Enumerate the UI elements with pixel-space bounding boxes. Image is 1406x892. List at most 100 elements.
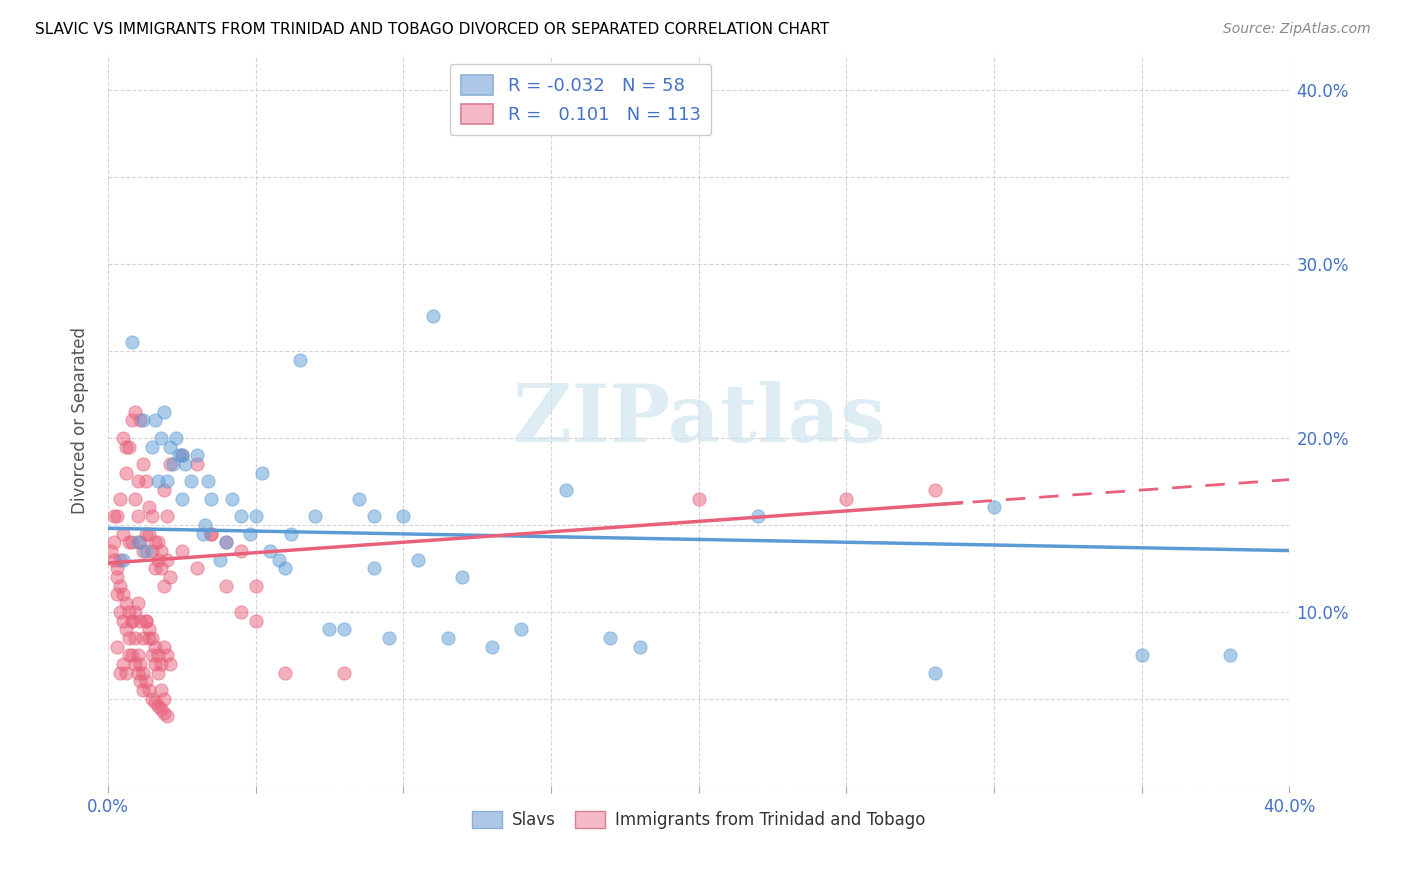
- Point: [159, 657, 181, 671]
- Point: [111, 552, 134, 566]
- Point: [143, 535, 166, 549]
- Point: [111, 657, 134, 671]
- Point: [245, 614, 267, 628]
- Point: [377, 631, 399, 645]
- Point: [150, 431, 173, 445]
- Point: [688, 491, 710, 506]
- Point: [124, 491, 146, 506]
- Point: [132, 683, 155, 698]
- Point: [103, 552, 125, 566]
- Point: [159, 570, 181, 584]
- Point: [138, 526, 160, 541]
- Point: [628, 640, 651, 654]
- Point: [392, 509, 415, 524]
- Point: [132, 413, 155, 427]
- Point: [153, 706, 176, 720]
- Point: [143, 413, 166, 427]
- Point: [118, 631, 141, 645]
- Point: [108, 552, 131, 566]
- Point: [127, 475, 149, 489]
- Point: [554, 483, 576, 497]
- Point: [148, 648, 170, 663]
- Point: [318, 622, 340, 636]
- Legend: Slavs, Immigrants from Trinidad and Tobago: Slavs, Immigrants from Trinidad and Toba…: [465, 805, 932, 836]
- Point: [105, 587, 128, 601]
- Point: [156, 475, 179, 489]
- Point: [835, 491, 858, 506]
- Point: [436, 631, 458, 645]
- Point: [129, 535, 152, 549]
- Point: [138, 500, 160, 515]
- Point: [186, 448, 208, 462]
- Point: [153, 579, 176, 593]
- Point: [138, 683, 160, 698]
- Point: [124, 631, 146, 645]
- Point: [141, 691, 163, 706]
- Point: [129, 614, 152, 628]
- Y-axis label: Divorced or Separated: Divorced or Separated: [72, 327, 89, 514]
- Point: [333, 665, 356, 680]
- Point: [121, 614, 143, 628]
- Point: [118, 605, 141, 619]
- Point: [121, 535, 143, 549]
- Point: [103, 535, 125, 549]
- Point: [127, 509, 149, 524]
- Text: ZIPatlas: ZIPatlas: [513, 382, 884, 459]
- Point: [141, 544, 163, 558]
- Point: [105, 561, 128, 575]
- Point: [141, 631, 163, 645]
- Point: [481, 640, 503, 654]
- Point: [121, 614, 143, 628]
- Point: [186, 457, 208, 471]
- Point: [221, 491, 243, 506]
- Point: [108, 491, 131, 506]
- Point: [274, 665, 297, 680]
- Point: [148, 698, 170, 713]
- Point: [156, 509, 179, 524]
- Point: [121, 413, 143, 427]
- Point: [148, 535, 170, 549]
- Point: [347, 491, 370, 506]
- Point: [111, 526, 134, 541]
- Point: [170, 544, 193, 558]
- Point: [150, 702, 173, 716]
- Point: [114, 665, 136, 680]
- Point: [288, 352, 311, 367]
- Point: [118, 440, 141, 454]
- Point: [129, 674, 152, 689]
- Point: [132, 544, 155, 558]
- Point: [132, 631, 155, 645]
- Point: [363, 561, 385, 575]
- Point: [274, 561, 297, 575]
- Point: [259, 544, 281, 558]
- Point: [269, 552, 291, 566]
- Point: [215, 535, 238, 549]
- Point: [132, 665, 155, 680]
- Text: SLAVIC VS IMMIGRANTS FROM TRINIDAD AND TOBAGO DIVORCED OR SEPARATED CORRELATION : SLAVIC VS IMMIGRANTS FROM TRINIDAD AND T…: [35, 22, 830, 37]
- Point: [135, 544, 157, 558]
- Point: [229, 544, 252, 558]
- Point: [150, 544, 173, 558]
- Point: [135, 674, 157, 689]
- Point: [143, 695, 166, 709]
- Point: [406, 552, 429, 566]
- Point: [229, 605, 252, 619]
- Point: [111, 431, 134, 445]
- Point: [148, 665, 170, 680]
- Point: [209, 552, 232, 566]
- Point: [200, 526, 222, 541]
- Point: [747, 509, 769, 524]
- Point: [118, 535, 141, 549]
- Point: [124, 657, 146, 671]
- Point: [1130, 648, 1153, 663]
- Point: [143, 657, 166, 671]
- Point: [127, 648, 149, 663]
- Point: [451, 570, 474, 584]
- Point: [363, 509, 385, 524]
- Point: [159, 440, 181, 454]
- Point: [153, 405, 176, 419]
- Point: [280, 526, 302, 541]
- Point: [148, 475, 170, 489]
- Point: [153, 483, 176, 497]
- Point: [167, 448, 190, 462]
